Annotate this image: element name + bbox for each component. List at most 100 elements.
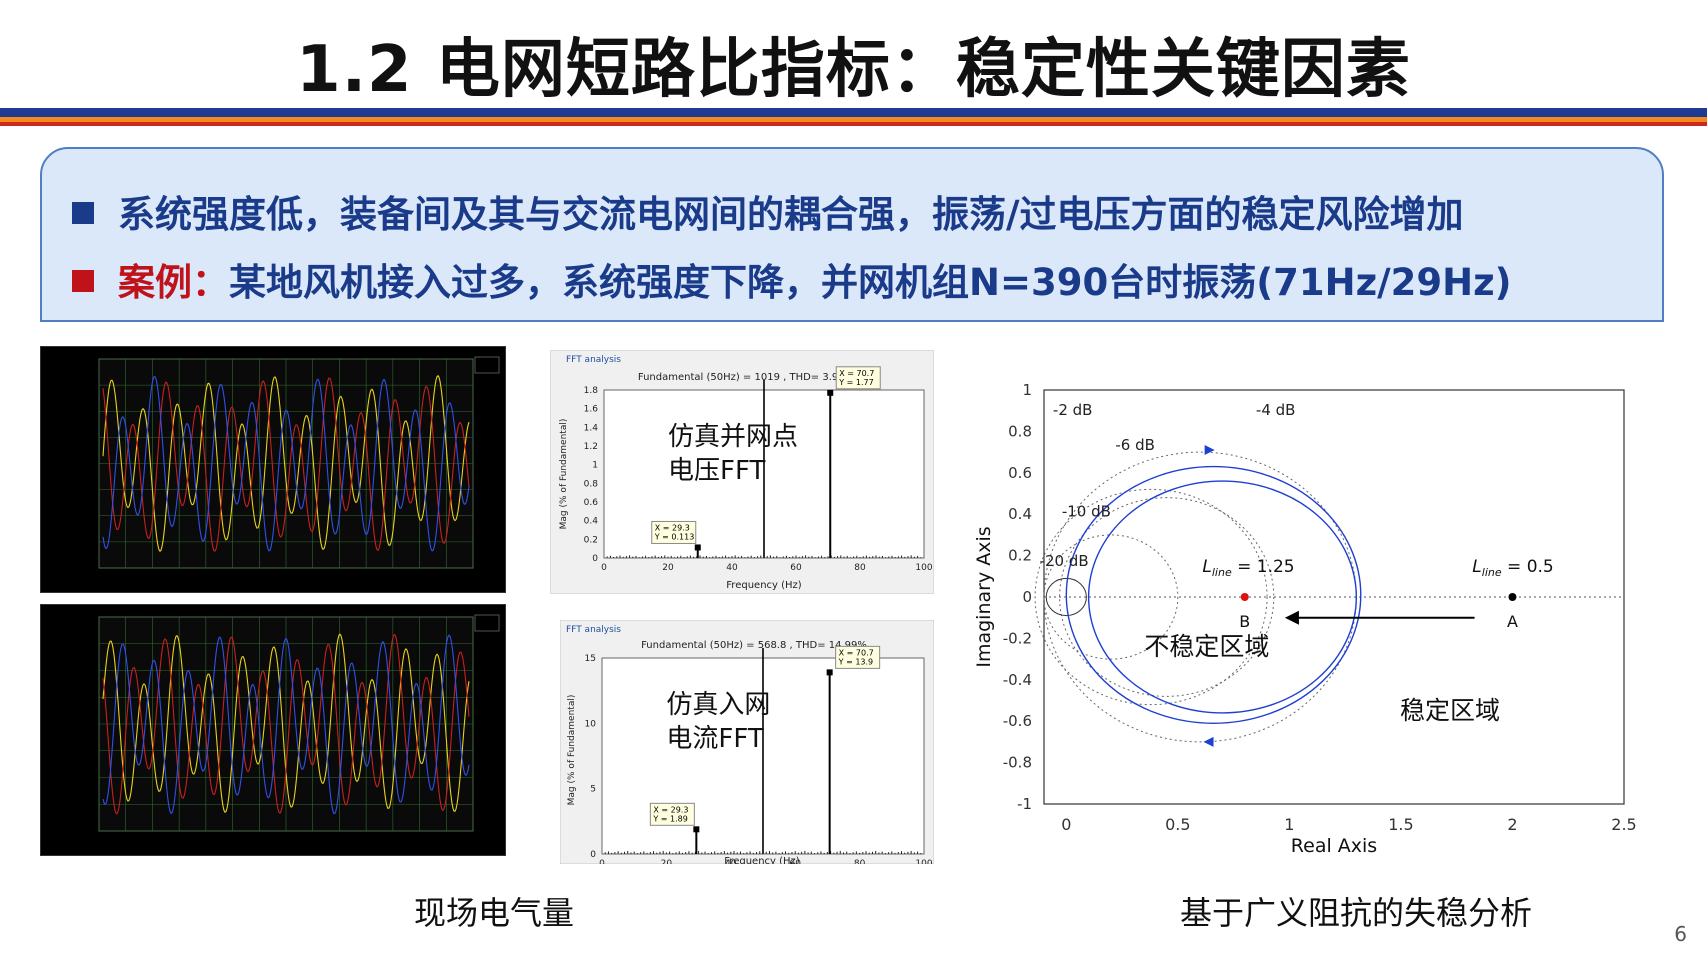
bullet-1: 系统强度低，装备间及其与交流电网间的耦合强，振荡/过电压方面的稳定风险增加 xyxy=(72,184,1464,238)
square-bullet-icon xyxy=(72,269,94,292)
x-tick-label: 80 xyxy=(854,859,866,864)
phase-waveform-3 xyxy=(102,634,470,815)
x-tick-label: 20 xyxy=(661,859,673,864)
x-tick-label: 100 xyxy=(915,859,932,864)
datatip-text: Y = 1.77 xyxy=(838,378,874,387)
y-tick-label: 15 xyxy=(585,654,596,664)
datatip-box xyxy=(835,645,881,669)
square-bullet-icon xyxy=(72,201,94,224)
field-waveform-2 xyxy=(40,604,506,856)
fft-voltage-ylabel: Mag (% of Fundamental) xyxy=(559,419,569,530)
fft-voltage-header: FFT analysis xyxy=(566,355,621,365)
stable-region-label: 稳定区域 xyxy=(1400,696,1500,725)
y-tick-label: 1 xyxy=(1022,381,1032,399)
fft-annotation: 电流FFT xyxy=(666,724,763,754)
datatip-text: Y = 13.9 xyxy=(838,657,874,666)
y-tick-label: 0 xyxy=(1022,588,1032,606)
y-tick-label: 1.4 xyxy=(584,423,599,433)
bullet-2: 案例：某地风机接入过多，系统强度下降，并网机组N=390台时振荡(71Hz/29… xyxy=(72,252,1512,306)
phase-waveform-2 xyxy=(102,377,470,552)
datatip-text: Y = 0.113 xyxy=(654,532,695,541)
y-tick-label: 0 xyxy=(590,850,596,860)
peak-marker xyxy=(827,389,834,396)
peak-marker xyxy=(693,826,700,833)
header-rule-red xyxy=(0,122,1707,126)
x-tick-label: 0 xyxy=(1061,815,1071,834)
datatip-text: X = 70.7 xyxy=(839,648,874,657)
fft-voltage-xlabel: Frequency (Hz) xyxy=(726,580,802,591)
x-tick-label: 1 xyxy=(1284,815,1294,834)
x-tick-label: 20 xyxy=(662,563,674,573)
bullet-panel: 系统强度低，装备间及其与交流电网间的耦合强，振荡/过电压方面的稳定风险增加 案例… xyxy=(40,147,1664,322)
y-tick-label: 1.6 xyxy=(584,405,599,415)
y-tick-label: 0.2 xyxy=(1008,547,1032,565)
y-tick-label: 1.8 xyxy=(584,386,599,396)
y-tick-label: 1 xyxy=(592,461,598,471)
line-impedance-label: Lline = 1.25 xyxy=(1202,557,1294,579)
x-tick-label: 80 xyxy=(854,563,866,573)
header-rule-orange xyxy=(0,117,1707,122)
m-circle xyxy=(1045,577,1087,617)
m-circle xyxy=(1034,488,1268,706)
y-tick-label: 0.8 xyxy=(584,479,599,489)
page-number: 6 xyxy=(1674,922,1687,946)
y-tick-label: 0 xyxy=(592,554,598,564)
peak-marker xyxy=(826,669,833,676)
bullet-2-text: 某地风机接入过多，系统强度下降，并网机组N=390台时振荡(71Hz/29Hz) xyxy=(229,261,1512,304)
y-tick-label: 0.2 xyxy=(584,535,598,545)
datatip-box xyxy=(649,802,695,826)
scope-legend xyxy=(474,356,500,374)
x-tick-label: 40 xyxy=(725,859,737,864)
db-label: -10 dB xyxy=(1062,502,1111,520)
db-label: -20 dB xyxy=(1040,552,1089,570)
db-label: -6 dB xyxy=(1115,436,1155,454)
fft-annotation: 电压FFT xyxy=(668,456,765,486)
datatip-text: X = 29.3 xyxy=(655,523,690,532)
datatip-text: Y = 1.89 xyxy=(652,814,688,823)
y-tick-label: -0.4 xyxy=(1003,671,1032,689)
y-tick-label: 0.8 xyxy=(1008,422,1032,440)
nyquist-ylabel: Imaginary Axis xyxy=(973,526,995,667)
x-tick-label: 2 xyxy=(1507,815,1517,834)
y-tick-label: -0.6 xyxy=(1003,712,1032,730)
fft-annotation: 仿真并网点 xyxy=(668,422,798,452)
m-circle xyxy=(1059,497,1275,697)
curve-direction-arrow xyxy=(1203,736,1214,747)
caption-analysis: 基于广义阻抗的失稳分析 xyxy=(1180,894,1533,932)
y-tick-label: 5 xyxy=(590,785,596,795)
db-label: -2 dB xyxy=(1053,401,1093,419)
field-waveform-1 xyxy=(40,346,506,593)
unstable-region-label: 不稳定区域 xyxy=(1144,632,1269,661)
phase-waveform-3 xyxy=(102,375,470,552)
y-tick-label: -0.8 xyxy=(1003,754,1032,772)
x-tick-label: 0.5 xyxy=(1165,815,1190,834)
caption-field: 现场电气量 xyxy=(414,894,575,932)
y-tick-label: 0.6 xyxy=(1008,464,1032,482)
phase-waveform-2 xyxy=(102,634,470,815)
datatip-text: X = 29.3 xyxy=(653,805,688,814)
curve-direction-arrow xyxy=(1204,445,1215,456)
y-tick-label: 0.4 xyxy=(584,517,599,527)
fft-current-chart: FFT analysis Fundamental (50Hz) = 568.8 … xyxy=(560,620,934,864)
nyquist-curve-outer xyxy=(1065,465,1362,724)
m-circle xyxy=(1043,534,1179,660)
datatip-box xyxy=(651,520,697,544)
x-tick-label: 100 xyxy=(915,563,932,573)
bullet-1-text: 系统强度低，装备间及其与交流电网间的耦合强，振荡/过电压方面的稳定风险增加 xyxy=(118,193,1464,236)
header-rule-blue xyxy=(0,108,1707,117)
x-tick-label: 40 xyxy=(726,563,738,573)
line-impedance-label: Lline = 0.5 xyxy=(1472,557,1553,579)
point-b-marker xyxy=(1240,593,1249,601)
x-tick-label: 2.5 xyxy=(1611,815,1636,834)
peak-marker xyxy=(694,544,701,551)
nyquist-plot: 0 0.5 1 1.5 2 2.5 1 0.8 0.6 0.4 0.2 0 -0.2 -0.4 -0.6 -0… xyxy=(973,381,1637,857)
nyquist-curve-inner xyxy=(1087,480,1358,714)
fft-voltage-chart: FFT analysis Fundamental (50Hz) = 1019 ,… xyxy=(550,350,934,594)
x-tick-label: 0 xyxy=(601,563,607,573)
db-label: -4 dB xyxy=(1256,401,1296,419)
fft-current-xlabel: Frequency (Hz) xyxy=(724,856,800,864)
y-tick-label: 1.2 xyxy=(584,442,598,452)
phase-waveform-1 xyxy=(102,374,470,553)
x-tick-label: 60 xyxy=(790,563,802,573)
fft-voltage-subtitle: Fundamental (50Hz) = 1019 , THD= 3.98% xyxy=(638,372,854,383)
